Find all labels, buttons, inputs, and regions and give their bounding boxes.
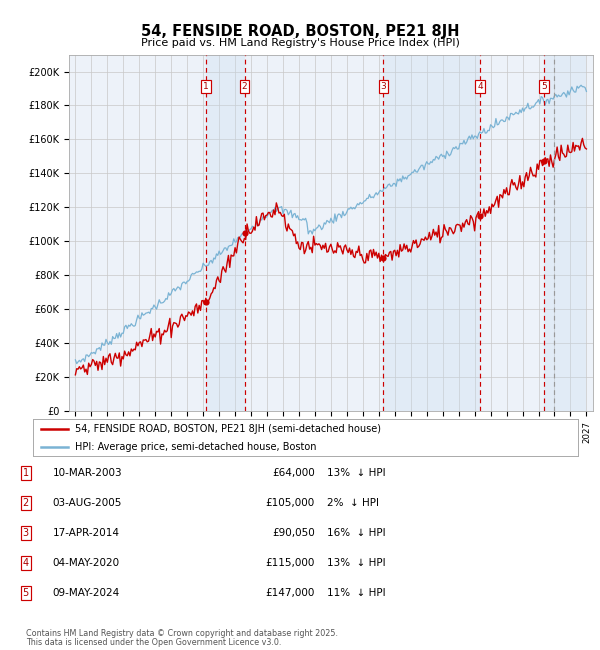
Text: HPI: Average price, semi-detached house, Boston: HPI: Average price, semi-detached house,… <box>76 442 317 452</box>
Text: £105,000: £105,000 <box>266 498 315 508</box>
Text: 13%  ↓ HPI: 13% ↓ HPI <box>327 558 386 568</box>
Text: 17-APR-2014: 17-APR-2014 <box>53 528 120 538</box>
Text: 1: 1 <box>203 83 209 92</box>
Text: 11%  ↓ HPI: 11% ↓ HPI <box>327 588 386 598</box>
Text: 2: 2 <box>242 83 247 92</box>
Text: 1: 1 <box>23 468 29 478</box>
Text: Contains HM Land Registry data © Crown copyright and database right 2025.: Contains HM Land Registry data © Crown c… <box>26 629 338 638</box>
Bar <box>544 55 586 411</box>
Text: 2%  ↓ HPI: 2% ↓ HPI <box>327 498 379 508</box>
Text: This data is licensed under the Open Government Licence v3.0.: This data is licensed under the Open Gov… <box>26 638 281 647</box>
Text: 54, FENSIDE ROAD, BOSTON, PE21 8JH: 54, FENSIDE ROAD, BOSTON, PE21 8JH <box>141 24 459 39</box>
Text: 09-MAY-2024: 09-MAY-2024 <box>53 588 120 598</box>
Text: 2: 2 <box>23 498 29 508</box>
Text: 3: 3 <box>380 83 386 92</box>
Text: 16%  ↓ HPI: 16% ↓ HPI <box>327 528 386 538</box>
Text: £90,050: £90,050 <box>272 528 315 538</box>
Text: 03-AUG-2005: 03-AUG-2005 <box>53 498 122 508</box>
Text: 04-MAY-2020: 04-MAY-2020 <box>53 558 120 568</box>
Text: 5: 5 <box>23 588 29 598</box>
Text: 5: 5 <box>541 83 547 92</box>
Text: Price paid vs. HM Land Registry's House Price Index (HPI): Price paid vs. HM Land Registry's House … <box>140 38 460 47</box>
Text: £64,000: £64,000 <box>272 468 315 478</box>
Text: 4: 4 <box>23 558 29 568</box>
Bar <box>383 55 480 411</box>
Text: 13%  ↓ HPI: 13% ↓ HPI <box>327 468 386 478</box>
Text: 4: 4 <box>477 83 483 92</box>
Text: 54, FENSIDE ROAD, BOSTON, PE21 8JH (semi-detached house): 54, FENSIDE ROAD, BOSTON, PE21 8JH (semi… <box>76 424 382 434</box>
Bar <box>206 55 245 411</box>
Text: £147,000: £147,000 <box>266 588 315 598</box>
Text: £115,000: £115,000 <box>266 558 315 568</box>
Text: 3: 3 <box>23 528 29 538</box>
Text: 10-MAR-2003: 10-MAR-2003 <box>53 468 122 478</box>
